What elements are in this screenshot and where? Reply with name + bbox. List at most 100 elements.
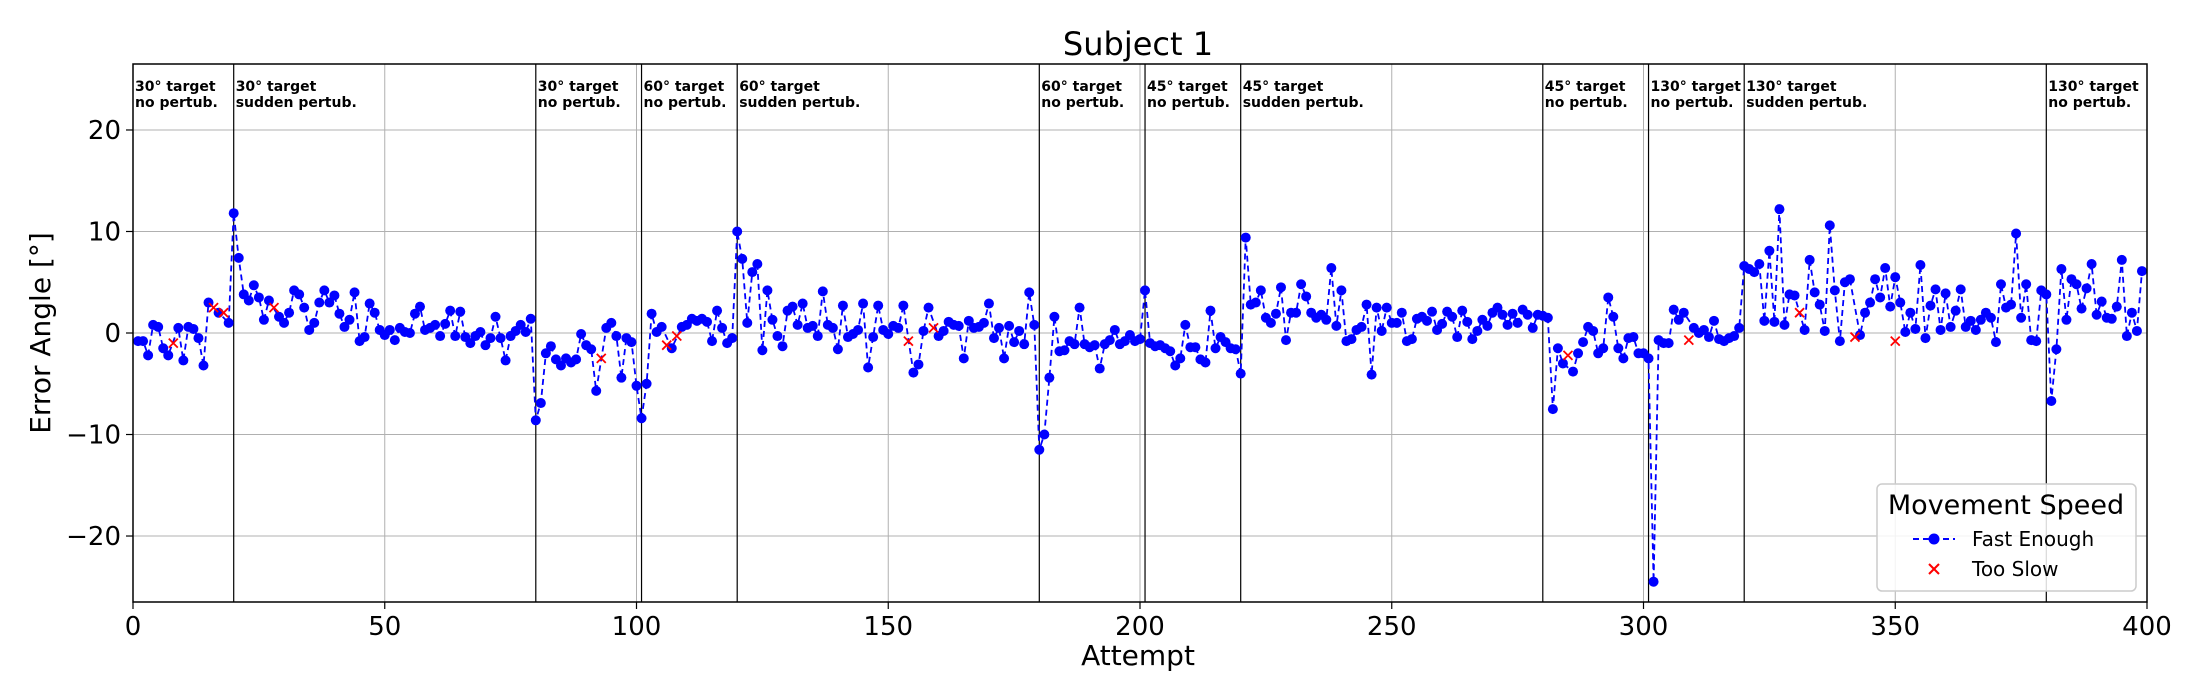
fast-enough-point xyxy=(1250,297,1261,308)
fast-enough-point xyxy=(198,360,209,371)
fast-enough-point xyxy=(1925,300,1936,311)
fast-enough-point xyxy=(1578,337,1589,348)
fast-enough-point xyxy=(344,314,355,325)
fast-enough-point xyxy=(812,331,823,342)
fast-enough-point xyxy=(807,320,818,331)
x-tick-label: 350 xyxy=(1870,612,1920,642)
x-tick-label: 200 xyxy=(1115,612,1165,642)
fast-enough-point xyxy=(626,337,637,348)
fast-enough-point xyxy=(480,340,491,351)
fast-enough-point xyxy=(1698,324,1709,335)
fast-enough-point xyxy=(545,341,556,352)
fast-enough-point xyxy=(1568,366,1579,377)
legend-fast-marker xyxy=(1928,533,1940,545)
fast-enough-point xyxy=(349,287,360,298)
fast-enough-point xyxy=(2011,228,2022,239)
fast-enough-point xyxy=(1376,325,1387,336)
fast-enough-point xyxy=(827,322,838,333)
fast-enough-point xyxy=(1512,317,1523,328)
phase-label-target: 45° target xyxy=(1147,79,1228,95)
phase-label-perturbation: no pertub. xyxy=(644,95,727,111)
fast-enough-point xyxy=(908,367,919,378)
fast-enough-point xyxy=(1069,339,1080,350)
y-axis-ticks: −20 −10 0 10 20 xyxy=(66,116,133,552)
fast-enough-point xyxy=(777,341,788,352)
fast-enough-point xyxy=(334,308,345,319)
fast-enough-point xyxy=(712,305,723,316)
x-axis-label: Attempt xyxy=(1081,639,1195,672)
fast-enough-point xyxy=(1975,314,1986,325)
phase-label-perturbation: no pertub. xyxy=(538,95,621,111)
fast-enough-point xyxy=(958,353,969,364)
fast-enough-point xyxy=(193,333,204,344)
fast-enough-point xyxy=(555,360,566,371)
fast-enough-point xyxy=(1275,282,1286,293)
phase-label-perturbation: no pertub. xyxy=(1651,95,1734,111)
fast-enough-point xyxy=(666,343,677,354)
fast-enough-point xyxy=(772,331,783,342)
y-tick-label: −10 xyxy=(66,421,121,451)
fast-enough-point xyxy=(586,344,597,355)
fast-enough-point xyxy=(1210,343,1221,354)
legend-entry-fast: Fast Enough xyxy=(1972,527,2094,551)
fast-enough-point xyxy=(485,333,496,344)
phase-label-perturbation: no pertub. xyxy=(1545,95,1628,111)
fast-enough-point xyxy=(832,344,843,355)
fast-enough-point xyxy=(1024,287,1035,298)
fast-enough-point xyxy=(1759,315,1770,326)
fast-enough-point xyxy=(1301,291,1312,302)
fast-enough-point xyxy=(1628,332,1639,343)
fast-enough-point xyxy=(2116,254,2127,265)
fast-enough-point xyxy=(1547,404,1558,415)
fast-enough-point xyxy=(1834,336,1845,347)
fast-enough-point xyxy=(1789,290,1800,301)
fast-enough-point xyxy=(359,332,370,343)
fast-enough-point xyxy=(309,317,320,328)
y-tick-label: 0 xyxy=(104,319,121,349)
fast-enough-point xyxy=(994,322,1005,333)
fast-enough-point xyxy=(143,350,154,361)
fast-enough-point xyxy=(319,285,330,296)
fast-enough-point xyxy=(1618,353,1629,364)
fast-enough-point xyxy=(243,295,254,306)
fast-enough-point xyxy=(1915,259,1926,270)
fast-enough-point xyxy=(1265,317,1276,328)
legend-title: Movement Speed xyxy=(1888,490,2124,521)
fast-enough-point xyxy=(1059,345,1070,356)
fast-enough-point xyxy=(1180,319,1191,330)
fast-enough-point xyxy=(1482,320,1493,331)
fast-enough-point xyxy=(409,308,420,319)
phase-label-perturbation: no pertub. xyxy=(2048,95,2131,111)
fast-enough-point xyxy=(2091,309,2102,320)
fast-enough-point xyxy=(1522,309,1533,320)
fast-enough-point xyxy=(1955,284,1966,295)
fast-enough-point xyxy=(1855,330,1866,341)
fast-enough-point xyxy=(1029,319,1040,330)
fast-enough-point xyxy=(742,317,753,328)
fast-enough-point xyxy=(1769,316,1780,327)
fast-enough-point xyxy=(1462,316,1473,327)
fast-enough-point xyxy=(893,322,904,333)
fast-enough-point xyxy=(1930,284,1941,295)
phase-label-perturbation: sudden pertub. xyxy=(236,95,357,111)
fast-enough-point xyxy=(1643,353,1654,364)
fast-enough-point xyxy=(294,289,305,300)
fast-enough-point xyxy=(1875,292,1886,303)
fast-enough-point xyxy=(540,348,551,359)
fast-enough-point xyxy=(1870,274,1881,285)
fast-enough-point xyxy=(1361,299,1372,310)
fast-enough-point xyxy=(2021,279,2032,290)
fast-enough-point xyxy=(727,333,738,344)
fast-enough-point xyxy=(913,359,924,370)
fast-enough-point xyxy=(1754,258,1765,269)
fast-enough-point xyxy=(389,335,400,346)
fast-enough-point xyxy=(747,267,758,278)
fast-enough-point xyxy=(1613,343,1624,354)
fast-enough-point xyxy=(1492,302,1503,313)
fast-enough-point xyxy=(188,323,199,334)
fast-enough-point xyxy=(737,253,748,264)
fast-enough-point xyxy=(495,333,506,344)
fast-enough-point xyxy=(324,297,335,308)
fast-enough-point xyxy=(404,328,415,338)
fast-enough-point xyxy=(1391,317,1402,328)
